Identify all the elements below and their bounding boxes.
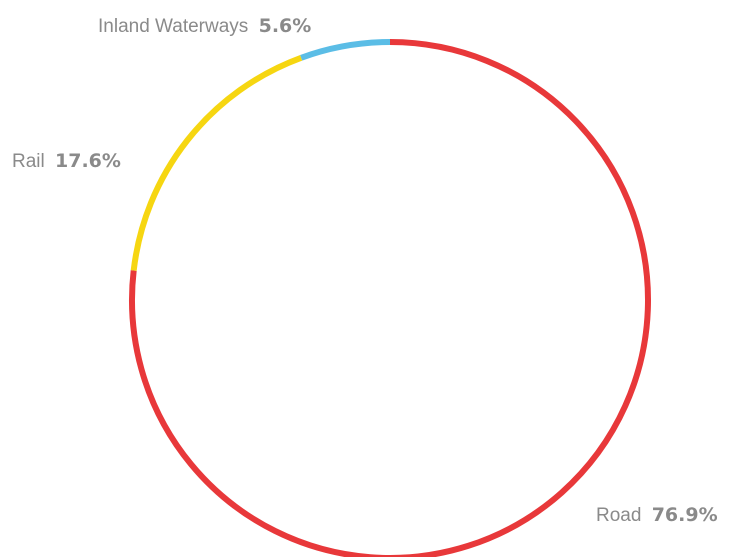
ring-slices (129, 39, 651, 557)
label-inland-waterways: Inland Waterways 5.6% (98, 15, 311, 37)
label-road-name: Road (596, 505, 641, 526)
label-rail: Rail 17.6% (12, 150, 121, 172)
ring-slice-road (129, 39, 651, 557)
label-rail-value: 17.6% (55, 150, 121, 172)
label-rail-name: Rail (12, 151, 45, 172)
ring-slice-inland-waterways (300, 39, 391, 61)
label-inland-waterways-name: Inland Waterways (98, 16, 248, 37)
ring-slice-rail (130, 54, 303, 271)
label-road-value: 76.9% (652, 504, 718, 526)
label-road: Road 76.9% (596, 504, 718, 526)
label-inland-waterways-value: 5.6% (259, 15, 312, 37)
